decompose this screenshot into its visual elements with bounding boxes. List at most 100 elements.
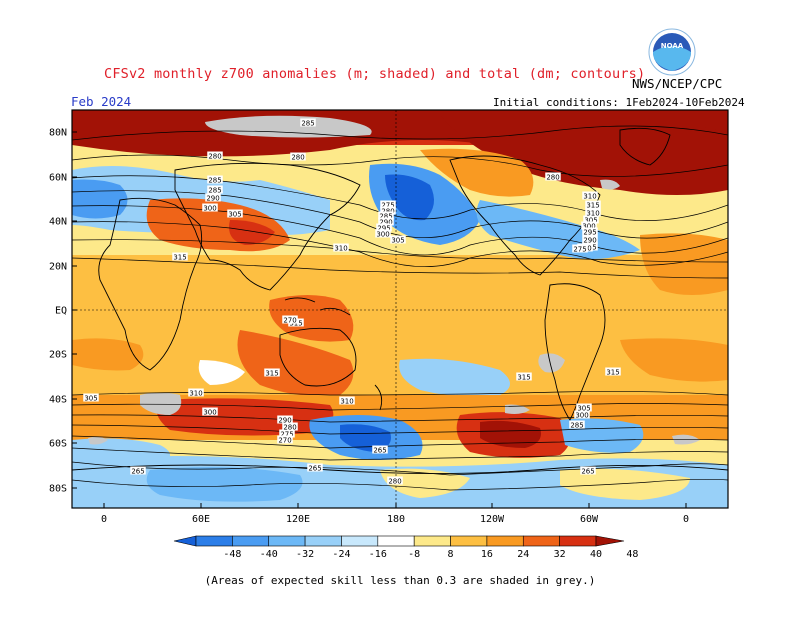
contour-label: 285 [379, 213, 392, 221]
contour-label: 310 [583, 193, 596, 201]
contour-label-bg [585, 208, 601, 217]
lat-tick-label: 80S [49, 484, 67, 495]
contour-label: 285 [570, 422, 583, 430]
contour-label-bg [585, 200, 601, 209]
colorbar-tick-label: -8 [408, 549, 420, 560]
initial-conditions: Initial conditions: 1Feb2024-10Feb2024 [493, 96, 745, 109]
contour-label: 275 [381, 202, 394, 210]
longitude-axis: 0 60E 120E 180 120W 60W 0 [101, 503, 689, 525]
contour-label: 285 [208, 187, 221, 195]
contour-label: 300 [376, 231, 389, 239]
contour-label-bg [227, 209, 243, 218]
contour-label-bg [582, 227, 598, 236]
colorbar-segment [341, 535, 379, 547]
colorbar-tick-label: -48 [223, 549, 241, 560]
agency-label: NWS/NCEP/CPC [632, 76, 723, 91]
contour-label-bg [378, 211, 394, 220]
lon-tick-label: 60W [580, 514, 599, 525]
contour-label: 305 [84, 395, 97, 403]
lat-tick-label: 40S [49, 395, 67, 406]
contour-label: 265 [581, 468, 594, 476]
contour-label: 310 [586, 210, 599, 218]
contour-label: 305 [584, 217, 597, 225]
contour-label-bg [574, 410, 590, 419]
contour-label: 305 [228, 211, 241, 219]
contour-label: 315 [606, 369, 619, 377]
noaa-logo: NOAA [648, 28, 696, 76]
contour-label-bg [583, 215, 599, 224]
contour-label: 300 [203, 409, 216, 417]
contour-labels: 2852802802802852852903003053103153152752… [83, 118, 621, 486]
contour-label-bg [387, 476, 403, 485]
contour-label: 265 [373, 447, 386, 455]
colorbar: -48 -40 -32 -24 -16 -8 8 16 24 32 40 48 [173, 535, 638, 560]
lat-tick-label: 20S [49, 350, 67, 361]
anomaly-shading [72, 110, 728, 508]
colorbar-tick-label: -16 [369, 549, 387, 560]
lon-tick-label: 120W [480, 514, 505, 525]
contour-label-bg [277, 435, 293, 444]
contour-label: 280 [283, 424, 296, 432]
contour-label-bg [569, 420, 585, 429]
coastlines [72, 127, 728, 475]
contour-label: 300 [582, 223, 595, 231]
contour-label: 285 [208, 177, 221, 185]
colorbar-arrow-right [595, 535, 625, 547]
lon-tick-label: 0 [101, 514, 107, 525]
colorbar-segment [450, 535, 488, 547]
lat-tick-label: EQ [55, 306, 67, 317]
contour-label-bg [581, 221, 597, 230]
contour-label-bg [576, 403, 592, 412]
contour-label-bg [380, 200, 396, 209]
forecast-month: Feb 2024 [71, 94, 132, 109]
contour-label: 315 [517, 374, 530, 382]
contour-label: 290 [206, 195, 219, 203]
colorbar-arrow-left [173, 535, 197, 547]
contour-label: 280 [388, 478, 401, 486]
colorbar-segment [268, 535, 306, 547]
contour-label-bg [580, 466, 596, 475]
colorbar-segment [232, 535, 270, 547]
contour-label-bg [282, 422, 298, 431]
contour-label: 280 [208, 153, 221, 161]
colorbar-segment [195, 535, 233, 547]
lat-tick-label: 40N [49, 217, 67, 228]
contour-label-bg [376, 223, 392, 232]
colorbar-tick-label: 8 [448, 549, 454, 560]
colorbar-tick-label: 48 [626, 549, 638, 560]
contour-label-bg [202, 407, 218, 416]
contour-label: 290 [583, 237, 596, 245]
contour-label-bg [300, 118, 316, 127]
noaa-logo-text: NOAA [661, 42, 684, 50]
contour-label: 300 [575, 412, 588, 420]
contour-label-bg [605, 367, 621, 376]
contour-label: 295 [583, 229, 596, 237]
contour-label-bg [172, 252, 188, 261]
contour-label-bg [282, 315, 298, 324]
lon-tick-label: 0 [683, 514, 689, 525]
contour-label-bg [130, 466, 146, 475]
colorbar-segment [304, 535, 342, 547]
contour-label: 285 [301, 120, 314, 128]
contour-label-bg [339, 396, 355, 405]
contour-label: 290 [379, 219, 392, 227]
colorbar-segment [522, 535, 560, 547]
height-contours [72, 125, 728, 491]
lat-tick-label: 60S [49, 439, 67, 450]
contour-label-bg [202, 203, 218, 212]
contour-label: 310 [340, 398, 353, 406]
colorbar-tick-label: -24 [332, 549, 350, 560]
colorbar-tick-label: 16 [481, 549, 493, 560]
contour-label-bg [572, 244, 588, 253]
contour-label-bg [207, 151, 223, 160]
contour-label: 315 [173, 254, 186, 262]
contour-label-bg [545, 172, 561, 181]
contour-label-bg [188, 388, 204, 397]
contour-label: 275 [280, 431, 293, 439]
lon-tick-label: 180 [387, 514, 405, 525]
contour-label: 295 [377, 225, 390, 233]
colorbar-segment [377, 535, 415, 547]
contour-label-bg [83, 393, 99, 402]
contour-label-bg [307, 463, 323, 472]
